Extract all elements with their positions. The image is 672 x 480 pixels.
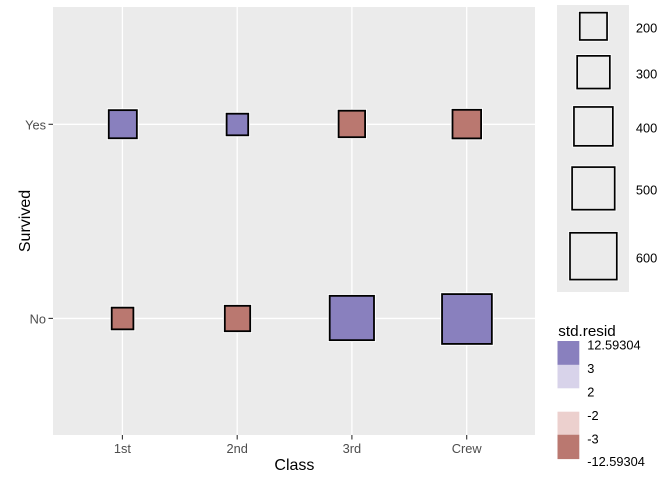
svg-text:400: 400	[636, 121, 657, 136]
svg-text:2: 2	[587, 385, 594, 400]
svg-text:-12.59304: -12.59304	[587, 454, 645, 469]
svg-text:12.59304: 12.59304	[587, 338, 640, 353]
svg-text:-3: -3	[587, 432, 598, 447]
svg-text:Crew: Crew	[452, 441, 483, 456]
svg-text:300: 300	[636, 67, 657, 82]
svg-text:500: 500	[636, 183, 657, 198]
svg-text:2nd: 2nd	[227, 441, 248, 456]
svg-text:-2: -2	[587, 408, 598, 423]
svg-text:3: 3	[587, 361, 594, 376]
svg-text:1st: 1st	[114, 441, 132, 456]
svg-text:std.resid: std.resid	[558, 323, 615, 340]
svg-text:3rd: 3rd	[343, 441, 362, 456]
svg-text:Class: Class	[274, 457, 314, 474]
svg-text:Survived: Survived	[17, 190, 34, 252]
svg-text:200: 200	[636, 21, 657, 36]
svg-text:No: No	[30, 311, 46, 326]
svg-text:600: 600	[636, 251, 657, 266]
svg-text:Yes: Yes	[25, 117, 46, 132]
